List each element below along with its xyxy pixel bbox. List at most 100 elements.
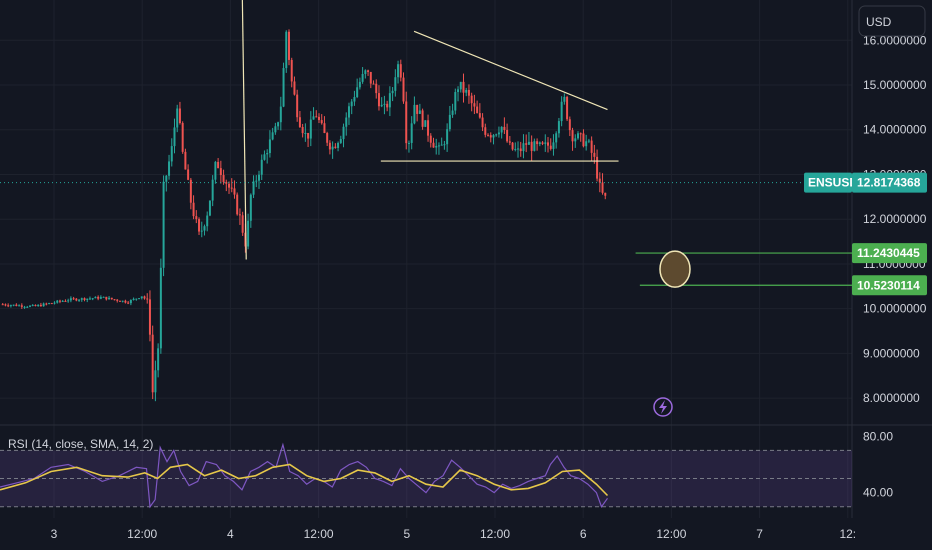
candle-body bbox=[203, 226, 206, 231]
candle-body bbox=[75, 298, 78, 301]
candle-body bbox=[102, 296, 105, 298]
lightning-icon[interactable] bbox=[653, 397, 673, 417]
time-axis[interactable]: 3 12:00 4 12:00 5 12:00 6 12:00 7 12: bbox=[51, 527, 856, 541]
time-tick-label: 5 bbox=[403, 527, 410, 541]
candle-body bbox=[549, 145, 552, 149]
candle-body bbox=[356, 87, 359, 98]
candle-body bbox=[298, 117, 301, 128]
candle-body bbox=[377, 93, 380, 107]
candle-body bbox=[361, 73, 364, 82]
drawings[interactable]: ENSUSD bbox=[0, 0, 858, 288]
candle-body bbox=[413, 104, 416, 124]
candle-body bbox=[585, 141, 588, 147]
candle-body bbox=[380, 104, 383, 107]
level-tag bbox=[852, 243, 927, 264]
candle-body bbox=[105, 296, 108, 300]
candle-body bbox=[555, 133, 558, 143]
candle-body bbox=[487, 134, 490, 136]
candle-body bbox=[113, 299, 116, 301]
candle-body bbox=[108, 297, 111, 300]
candle-body bbox=[315, 116, 318, 118]
candle-body bbox=[189, 179, 192, 203]
candle-body bbox=[394, 77, 397, 91]
candle-body bbox=[56, 300, 59, 303]
candle-body bbox=[255, 180, 258, 182]
candle-body bbox=[511, 142, 514, 150]
candle-body bbox=[53, 302, 56, 304]
candle-body bbox=[604, 192, 607, 196]
candle-body bbox=[176, 108, 179, 128]
candle-body bbox=[369, 71, 372, 84]
level-tag bbox=[852, 275, 927, 296]
candle-body bbox=[31, 305, 34, 307]
candle-body bbox=[198, 219, 201, 232]
currency-button[interactable]: USD bbox=[858, 5, 926, 37]
candle-body bbox=[407, 142, 410, 144]
candle-body bbox=[353, 97, 356, 102]
price-tick-label: 14.0000000 bbox=[863, 123, 927, 137]
candle-body bbox=[476, 106, 479, 114]
candle-body bbox=[598, 178, 601, 183]
candle-body bbox=[593, 152, 596, 157]
candle-body bbox=[358, 81, 361, 88]
candle-body bbox=[391, 90, 394, 94]
candle-body bbox=[247, 220, 250, 247]
candle-body bbox=[571, 130, 574, 142]
price-axis[interactable]: 16.000000015.000000014.000000013.0000000… bbox=[852, 33, 927, 405]
candle-body bbox=[544, 142, 547, 144]
candle-body bbox=[405, 101, 408, 144]
candle-body bbox=[342, 126, 345, 140]
candle-body bbox=[195, 216, 198, 220]
rsi-tick-label: 40.00 bbox=[863, 486, 893, 500]
candle-body bbox=[443, 144, 446, 146]
candle-body bbox=[489, 135, 492, 138]
candle-body bbox=[99, 297, 102, 299]
candle-body bbox=[312, 116, 315, 120]
candle-body bbox=[211, 179, 214, 201]
candle-body bbox=[383, 103, 386, 105]
candle-body bbox=[7, 305, 10, 307]
candle-body bbox=[399, 64, 402, 78]
candle-body bbox=[154, 370, 157, 393]
price-tick-label: 12.0000000 bbox=[863, 212, 927, 226]
trendline-descending-resistance[interactable] bbox=[413, 30, 608, 111]
candle-body bbox=[34, 305, 37, 307]
candle-body bbox=[522, 143, 525, 152]
candle-body bbox=[582, 133, 585, 147]
candle-body bbox=[39, 304, 42, 307]
rsi-axis[interactable]: 80.00 40.00 bbox=[863, 429, 893, 499]
candle-body bbox=[429, 135, 432, 143]
candle-body bbox=[187, 169, 190, 180]
candle-body bbox=[328, 142, 331, 150]
trendline-spike-line[interactable] bbox=[241, 0, 247, 260]
target-ellipse[interactable] bbox=[659, 250, 691, 288]
candle-body bbox=[590, 140, 593, 153]
candle-body bbox=[410, 123, 413, 143]
candle-body bbox=[26, 306, 29, 308]
candle-body bbox=[437, 145, 440, 147]
candle-body bbox=[162, 181, 165, 268]
candle-body bbox=[45, 303, 48, 305]
currency-label: USD bbox=[866, 15, 892, 29]
candle-body bbox=[64, 300, 67, 302]
time-tick-label: 12: bbox=[839, 527, 856, 541]
candle-body bbox=[451, 110, 454, 115]
candle-body bbox=[339, 139, 342, 143]
candle-body bbox=[48, 303, 51, 305]
candle-body bbox=[402, 77, 405, 102]
candle-body bbox=[225, 181, 228, 184]
candle-body bbox=[184, 151, 187, 170]
candle-body bbox=[375, 83, 378, 94]
candle-body bbox=[143, 296, 146, 299]
time-tick-label: 12:00 bbox=[480, 527, 510, 541]
price-tick-label: 8.0000000 bbox=[863, 391, 920, 405]
candle-body bbox=[574, 138, 577, 142]
last-price-tag bbox=[852, 172, 927, 193]
candle-body bbox=[260, 159, 263, 175]
candle-body bbox=[274, 126, 277, 133]
rsi-series-rsi-ma bbox=[0, 463, 609, 497]
rsi-legend[interactable]: RSI (14, close, SMA, 14, 2) bbox=[8, 437, 153, 451]
candle-body bbox=[345, 117, 348, 127]
candle-body bbox=[28, 305, 31, 307]
